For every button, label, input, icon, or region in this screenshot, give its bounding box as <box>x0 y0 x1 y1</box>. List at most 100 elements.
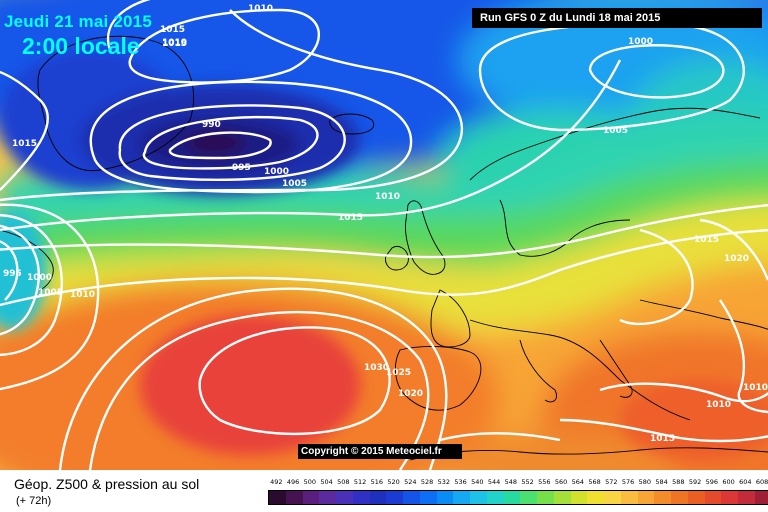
scale-swatch <box>520 491 537 504</box>
isobar-1020-b <box>58 287 448 470</box>
scale-label: 592 <box>688 478 702 486</box>
scale-swatch <box>386 491 403 504</box>
scale-label: 556 <box>538 478 551 486</box>
scale-label: 548 <box>504 478 518 486</box>
isobar-label: 1000 <box>27 273 53 283</box>
isobar-label: 1015 <box>650 434 676 444</box>
isobar-label: 1015 <box>160 25 186 35</box>
isobar-label: 1010 <box>743 383 768 393</box>
isobar-1025-a <box>88 310 430 470</box>
isobar-label: 1015 <box>12 139 38 149</box>
scale-swatch <box>553 491 571 504</box>
isobar-990 <box>168 131 272 160</box>
scale-label: 568 <box>588 478 601 486</box>
isobar-995-west <box>0 240 19 301</box>
scale-swatch <box>302 491 320 504</box>
color-scale-bar <box>268 490 768 505</box>
isobar-label: 1020 <box>398 389 424 399</box>
forecast-time: 2:00 locale <box>22 33 140 59</box>
scale-label: 572 <box>605 478 618 486</box>
isobar-label: 1010 <box>706 400 732 410</box>
scale-label: 508 <box>337 478 350 486</box>
isobar-label: 1010 <box>162 38 188 48</box>
scale-labels: 492 496 500 504 508 512 516 520 524 528 532 536 540 5… <box>268 478 768 488</box>
isobar-label: 1010 <box>70 290 96 300</box>
isobar-1010-se <box>599 382 768 403</box>
isobar-1020-east <box>699 218 768 281</box>
scale-swatch <box>269 491 286 504</box>
isobar-1015-east <box>619 228 694 326</box>
scale-label: 552 <box>521 478 534 486</box>
scale-swatch <box>419 491 437 504</box>
isobar-label: 1010 <box>375 192 401 202</box>
isobar-1010-east-rim <box>719 299 768 414</box>
scale-swatch <box>503 491 521 504</box>
scale-label: 520 <box>387 478 400 486</box>
scale-label: 584 <box>655 478 668 486</box>
isobars <box>0 0 768 470</box>
scale-label: 504 <box>320 478 333 486</box>
isobar-1010-west <box>0 203 100 391</box>
scale-label: 528 <box>420 478 434 486</box>
forecast-date: Jeudi 21 mai 2015 <box>4 12 152 31</box>
isobar-1000 <box>118 104 346 181</box>
scale-swatch <box>436 491 454 504</box>
scale-label: 512 <box>353 478 367 486</box>
scale-swatch <box>403 491 420 504</box>
isobar-label: 995 <box>3 269 22 279</box>
isobar-1020-a <box>0 228 768 307</box>
scale-swatch <box>470 491 487 504</box>
isobar-1015-north <box>0 70 50 191</box>
scale-swatch <box>587 491 604 504</box>
isobar-1010-north <box>0 9 463 202</box>
scale-swatch <box>537 491 554 504</box>
scale-label: 608 <box>755 478 768 486</box>
scale-swatch <box>620 491 638 504</box>
scale-swatch <box>738 491 755 504</box>
scale-swatch <box>336 491 353 504</box>
isobar-label: 1015 <box>338 213 364 223</box>
geopotential-field <box>0 0 768 470</box>
scale-label: 532 <box>437 478 451 486</box>
scale-swatch <box>604 491 621 504</box>
isobar-1010-top <box>128 8 320 84</box>
scale-label: 576 <box>621 478 635 486</box>
scale-label: 604 <box>739 478 752 486</box>
scale-swatch <box>453 491 470 504</box>
scale-swatch <box>369 491 387 504</box>
run-info-box: Run GFS 0 Z du Lundi 18 mai 2015 <box>472 8 762 28</box>
scale-label: 492 <box>270 478 283 486</box>
isobar-1000-west <box>0 224 40 336</box>
scale-label: 500 <box>303 478 317 486</box>
scale-swatch <box>754 491 768 504</box>
scale-label: 588 <box>672 478 685 486</box>
isobar-label: 1005 <box>282 179 308 189</box>
isobar-1015-se <box>559 418 768 443</box>
isobar-label: 1015 <box>694 235 720 245</box>
isobar-label: 1005 <box>38 288 64 298</box>
legend-lead-time: (+ 72h) <box>16 495 52 507</box>
scale-swatch <box>352 491 370 504</box>
scale-swatch <box>319 491 336 504</box>
scale-label: 536 <box>454 478 467 486</box>
coastlines <box>0 35 768 461</box>
scale-swatch <box>704 491 722 504</box>
isobar-label: 990 <box>202 120 221 130</box>
scale-label: 560 <box>554 478 568 486</box>
scale-swatch <box>570 491 588 504</box>
copyright-notice: Copyright © 2015 Meteociel.fr <box>298 444 462 459</box>
scale-swatch <box>654 491 671 504</box>
scale-label: 516 <box>370 478 384 486</box>
scale-swatch <box>721 491 738 504</box>
scale-label: 580 <box>638 478 652 486</box>
legend-footer: Géop. Z500 & pression au sol (+ 72h) 492… <box>0 470 768 512</box>
scale-label: 524 <box>404 478 417 486</box>
isobar-label: 1025 <box>386 368 412 378</box>
isobar-label: 1000 <box>264 167 290 177</box>
isobar-1005-west <box>0 214 64 356</box>
isobar-1015-top <box>107 0 152 51</box>
isobar-label: 1005 <box>603 126 629 136</box>
forecast-map: Jeudi 21 mai 2015 2:00 locale Run GFS 0 … <box>0 0 768 470</box>
scale-swatch <box>671 491 688 504</box>
isobar-label: 1015 <box>162 39 188 49</box>
